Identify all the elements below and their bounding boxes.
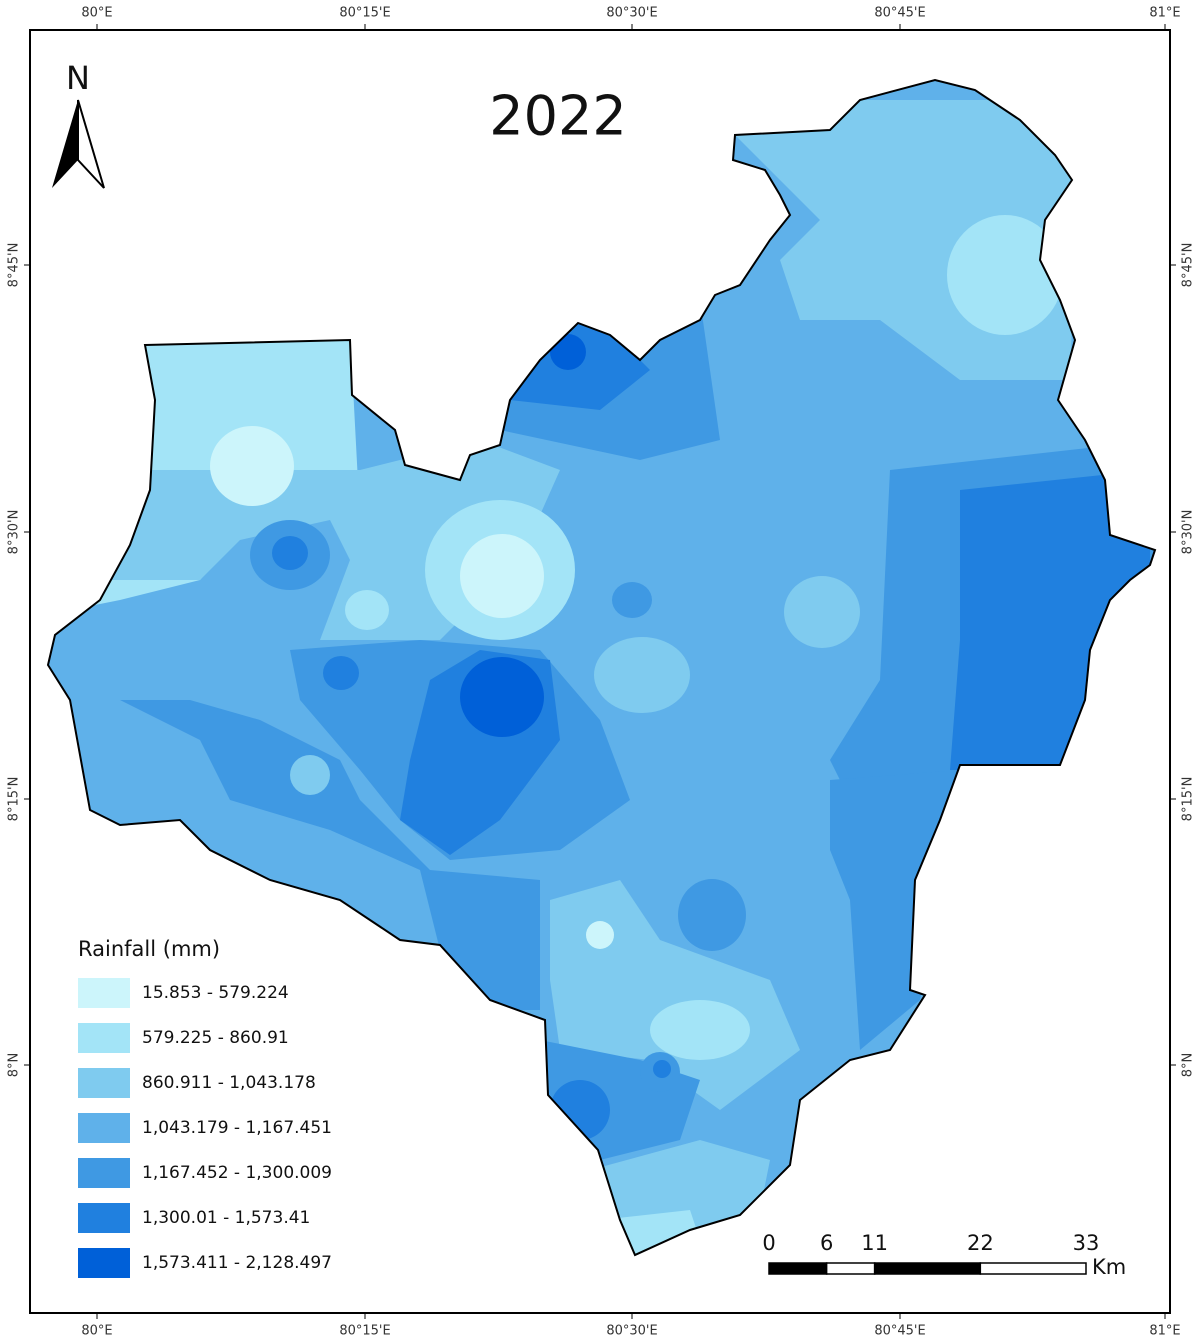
graticule-label: 8°15'N — [1181, 777, 1196, 822]
scale-label: 33 — [1073, 1231, 1100, 1255]
graticule-label: 80°E — [81, 6, 112, 21]
graticule-label: 8°15'N — [7, 777, 22, 822]
scale-unit: Km — [1092, 1255, 1126, 1279]
legend-swatch — [78, 978, 130, 1008]
graticule-label: 8°45'N — [1181, 243, 1196, 288]
legend-swatch — [78, 1023, 130, 1053]
legend-label: 579.225 - 860.91 — [142, 1028, 289, 1048]
graticule-label: 80°45'E — [874, 6, 925, 21]
graticule-label: 80°30'E — [606, 1324, 657, 1339]
legend-title: Rainfall (mm) — [78, 937, 220, 961]
map-title: 2022 — [489, 85, 626, 148]
legend-swatch — [78, 1068, 130, 1098]
legend-swatch — [78, 1248, 130, 1278]
map-frame — [29, 29, 1171, 1314]
legend-label: 1,300.01 - 1,573.41 — [142, 1208, 310, 1228]
graticule-label: 80°45'E — [874, 1324, 925, 1339]
scale-segment — [979, 1262, 1087, 1275]
graticule-label: 80°15'E — [339, 6, 390, 21]
legend-label: 1,043.179 - 1,167.451 — [142, 1118, 332, 1138]
scale-label: 6 — [820, 1231, 833, 1255]
legend-label: 15.853 - 579.224 — [142, 983, 289, 1003]
graticule-label: 8°30'N — [7, 510, 22, 555]
scale-segment — [825, 1262, 876, 1275]
legend-swatch — [78, 1113, 130, 1143]
graticule-label: 8°N — [1181, 1053, 1196, 1078]
graticule-label: 81°E — [1149, 6, 1180, 21]
scale-segment — [768, 1262, 828, 1275]
legend-swatch — [78, 1203, 130, 1233]
legend-label: 860.911 - 1,043.178 — [142, 1073, 316, 1093]
legend-label: 1,167.452 - 1,300.009 — [142, 1163, 332, 1183]
graticule-label: 8°30'N — [1181, 510, 1196, 555]
scale-segment — [873, 1262, 982, 1275]
legend-label: 1,573.411 - 2,128.497 — [142, 1253, 332, 1273]
graticule-label: 81°E — [1149, 1324, 1180, 1339]
scale-label: 0 — [762, 1231, 775, 1255]
scale-label: 22 — [967, 1231, 994, 1255]
graticule-label: 8°45'N — [7, 243, 22, 288]
scale-label: 11 — [861, 1231, 888, 1255]
north-arrow: N — [52, 59, 105, 189]
graticule-label: 80°30'E — [606, 6, 657, 21]
graticule-label: 8°N — [7, 1053, 22, 1078]
graticule-label: 80°15'E — [339, 1324, 390, 1339]
legend-swatch — [78, 1158, 130, 1188]
graticule-label: 80°E — [81, 1324, 112, 1339]
north-label: N — [66, 59, 90, 97]
